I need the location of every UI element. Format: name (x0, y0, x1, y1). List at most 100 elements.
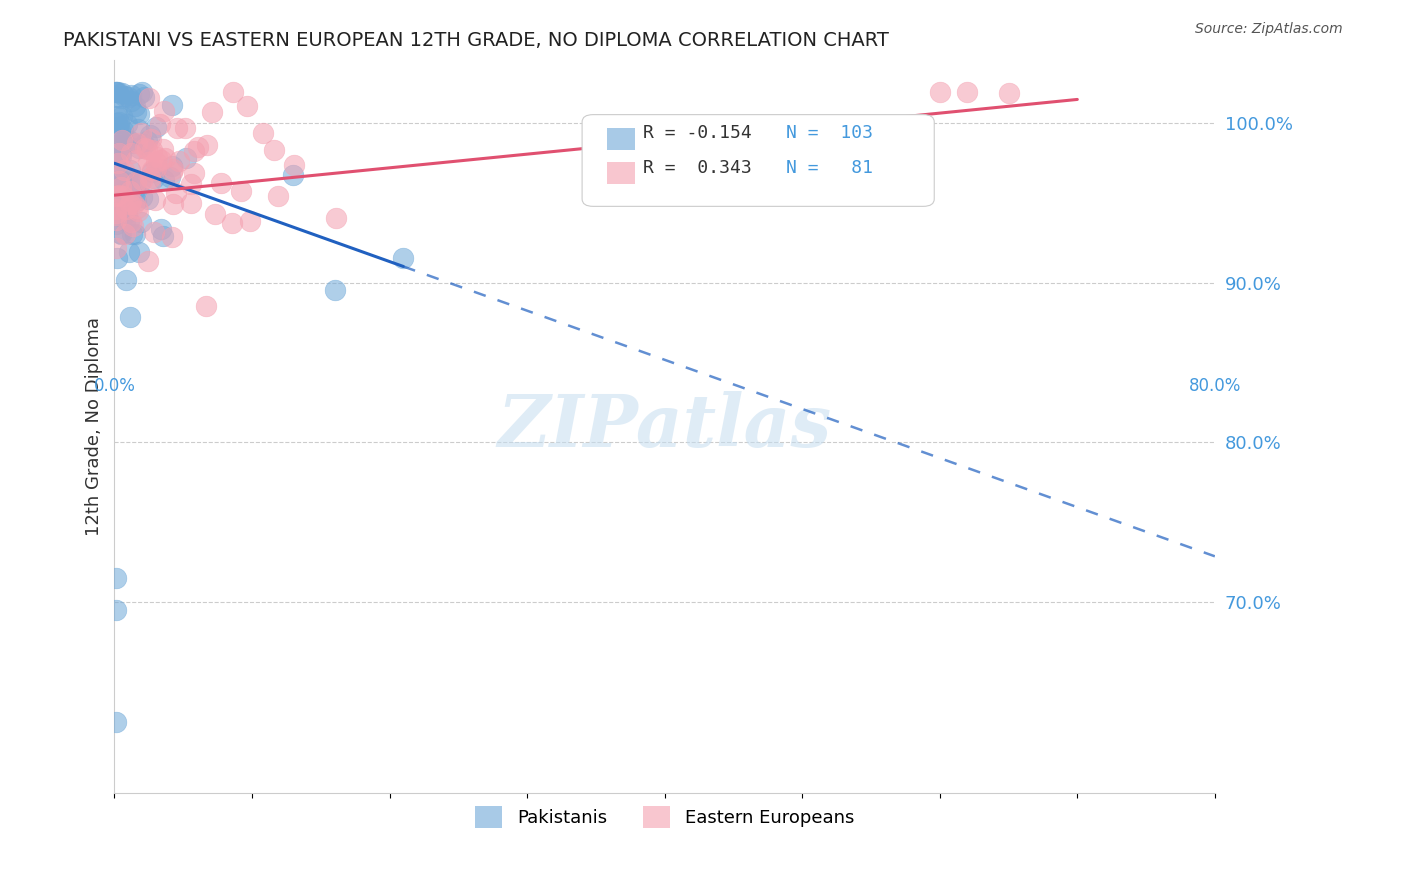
Point (125, 201, 148, 215)
Point (139, 128, 162, 143)
Point (152, 229, 174, 244)
Point (114, 227, 136, 241)
Point (174, 120, 197, 135)
Point (122, 136, 145, 151)
Point (104, 85, 127, 99)
Point (325, 211, 347, 225)
Point (138, 91, 160, 105)
Point (107, 251, 129, 265)
Point (392, 252, 415, 266)
Point (105, 202, 128, 217)
Point (956, 85, 979, 99)
Point (136, 254, 159, 268)
Point (149, 117, 172, 131)
Point (222, 85, 245, 99)
Point (128, 87, 150, 102)
Point (115, 118, 138, 132)
Point (267, 189, 290, 203)
Point (132, 90, 155, 104)
Point (115, 202, 138, 217)
Point (118, 162, 141, 177)
Point (111, 123, 134, 137)
Point (112, 174, 135, 188)
Point (125, 176, 148, 190)
Point (153, 103, 176, 118)
Point (169, 154, 191, 169)
Point (143, 170, 166, 185)
Point (239, 214, 262, 228)
Point (928, 85, 950, 99)
Point (105, 116, 128, 130)
Text: PAKISTANI VS EASTERN EUROPEAN 12TH GRADE, NO DIPLOMA CORRELATION CHART: PAKISTANI VS EASTERN EUROPEAN 12TH GRADE… (63, 31, 889, 50)
Point (162, 162, 184, 177)
Point (162, 197, 184, 211)
Text: 0.0%: 0.0% (93, 376, 135, 394)
Point (145, 161, 167, 175)
Point (104, 85, 127, 99)
Point (104, 169, 127, 183)
Point (136, 154, 159, 169)
Point (124, 227, 146, 241)
Point (128, 175, 150, 189)
Point (139, 132, 162, 146)
Point (105, 202, 128, 216)
Point (110, 202, 132, 216)
Point (145, 120, 167, 134)
Bar (607, 128, 636, 150)
Point (136, 134, 159, 148)
Point (141, 165, 163, 179)
Point (114, 213, 136, 227)
Point (141, 143, 163, 157)
Text: N =   81: N = 81 (786, 160, 873, 178)
Point (115, 181, 138, 195)
Point (111, 175, 134, 189)
Point (105, 199, 128, 213)
Point (209, 176, 232, 190)
Point (124, 99, 146, 113)
Point (120, 94, 142, 108)
Point (125, 153, 148, 168)
Point (187, 140, 209, 154)
Point (174, 151, 197, 165)
Point (108, 145, 131, 160)
Point (125, 105, 148, 120)
Point (145, 155, 167, 169)
Text: R = -0.154: R = -0.154 (643, 124, 751, 142)
Point (195, 138, 218, 153)
Point (104, 137, 127, 152)
Point (127, 204, 149, 219)
Point (127, 121, 149, 136)
Point (120, 215, 142, 229)
Point (138, 176, 160, 190)
Point (200, 105, 222, 120)
Point (110, 195, 132, 210)
Point (118, 189, 141, 203)
Point (125, 175, 148, 189)
Point (139, 171, 162, 186)
Point (117, 90, 139, 104)
Point (107, 175, 129, 189)
Point (108, 123, 131, 137)
Point (111, 109, 134, 123)
Legend: Pakistanis, Eastern Europeans: Pakistanis, Eastern Europeans (468, 799, 862, 836)
Point (105, 208, 128, 222)
Point (108, 175, 131, 189)
Point (159, 170, 181, 185)
Point (104, 213, 127, 227)
Point (104, 85, 127, 99)
Point (283, 168, 305, 182)
Point (118, 310, 141, 324)
Point (111, 133, 134, 147)
Point (114, 135, 136, 149)
Point (110, 149, 132, 163)
Point (108, 115, 131, 129)
FancyBboxPatch shape (582, 115, 934, 206)
Point (131, 127, 153, 141)
Point (152, 142, 174, 156)
Point (180, 195, 202, 210)
Point (105, 205, 128, 219)
Point (120, 194, 142, 208)
Point (104, 206, 127, 220)
Point (183, 166, 205, 180)
Point (108, 174, 131, 188)
